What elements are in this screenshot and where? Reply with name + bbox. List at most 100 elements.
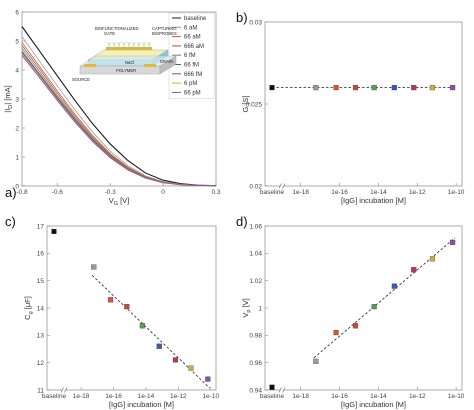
y-tick-label: 1.06 [249,223,262,230]
inset-bioprobe [137,42,141,47]
data-point-666-am [352,323,359,329]
y-tick-label: 0.94 [249,387,262,394]
y-tick-label: 2 [15,125,19,132]
y-tick-label: 0.02 [249,183,262,190]
y-tick-label: 16 [37,251,45,258]
baseline-tick-label: baseline [260,189,285,196]
inset-label-polymer: POLYMER [116,68,136,73]
x-tick-label: 1e-18 [292,393,309,400]
legend-entry: 66 aM [184,35,201,41]
panel-label-b: b) [236,10,248,25]
x-tick-label: 0 [161,189,165,196]
y-axis-label: Vp [V] [241,298,252,317]
axis-break-gap [62,388,66,392]
inset-label-nacl: NaCl [125,60,134,65]
y-axis-label-main: |I [3,109,12,113]
legend-entry: 66 pM [184,90,201,96]
data-point-baseline [269,384,275,390]
inset-bioprobe [127,42,131,47]
x-tick-label: 1e-16 [105,393,122,400]
inset-gate [106,47,152,50]
inset-bioprobe [117,42,121,47]
data-point-66-pm [450,85,456,91]
y-tick-label: 15 [37,278,45,285]
inset-bioprobe [122,42,126,47]
x-axis-label: [IgG] incubation [M] [341,196,406,205]
data-point-66-fm [391,283,397,289]
y-tick-label: 17 [37,223,45,230]
axis-break-mark [64,387,68,393]
data-point-baseline [51,228,57,235]
y-axis-label-main: G [S] [241,95,250,112]
x-tick-label: 1e-14 [370,393,387,400]
y-tick-label: 3 [15,96,19,103]
y-tick-label: 14 [37,305,45,312]
x-tick-label: 1e-12 [170,393,187,400]
y-tick-label: 1.04 [249,251,262,258]
plot-frame [264,225,463,391]
inset-bioprobe [112,42,116,47]
x-axis-label: [IgG] incubation [M] [109,400,174,409]
data-point-6-am [313,358,319,364]
data-point-6-pm [188,365,194,371]
inset-label-capturing: CAPTURING [152,26,177,31]
fit-line [91,274,211,389]
axis-break-gap [280,184,284,188]
data-point-6-fm [139,323,145,329]
legend-entry: 666 aM [184,44,204,50]
y-tick-label: 1.02 [249,278,262,285]
legend-entry: 66 fM [184,63,199,69]
legend-entry: 6 pM [184,81,197,87]
panel-d: d) 0.94 0.96 0.98 1 1.02 1.04 1.06 1e-18 1e-16 1e-… [236,214,465,409]
inset-drain-electrode [144,64,156,67]
y-tick-label: 4 [15,67,19,74]
data-point-66-fm [391,85,397,91]
panel-label-d: d) [236,214,248,229]
axis-break-gap [280,388,284,392]
x-tick-label: 1e-14 [370,189,387,196]
legend-entry: baseline [184,16,207,22]
y-axis-label: |ID| [mA] [3,85,14,112]
panel-b: b) 0.02 0.025 0.03 1e-18 1e-16 1e-14 1e-12 1e-10… [236,10,465,205]
panel-c: c) 11 12 13 14 15 16 17 1e-18 1e-16 1e-14 1e-12 1e-1… [5,214,219,409]
x-tick-label: 1e-12 [409,393,426,400]
series-line-8 [21,55,217,187]
inset-bioprobe [107,42,111,47]
x-tick-label: 1e-18 [292,189,309,196]
axis-break-mark [278,183,282,189]
inset-label-source: SOURCE [72,77,90,82]
x-tick-label: 1e-18 [73,393,90,400]
axis-break-mark [282,183,286,189]
data-point-6-am [91,264,97,270]
x-tick-label: -0.8 [16,189,28,196]
inset-bioprobe [142,42,146,47]
y-axis-label-unit: [V] [241,298,250,309]
x-tick-label: 1e-14 [138,393,155,400]
panel-label-a: a) [5,185,17,200]
data-point-666-fm [411,267,417,273]
inset-label-bioprobes: BIOPROBES [152,31,177,36]
inset-bioprobe [132,42,136,47]
data-point-baseline [269,85,275,91]
data-point-666-fm [411,85,417,91]
y-axis-label-subscript: D [8,105,14,109]
series-line-0 [21,26,217,187]
x-tick-label: 1e-16 [331,189,348,196]
y-tick-label: 5 [15,38,19,45]
y-tick-label: 13 [37,333,45,340]
data-point-666-am [124,304,130,310]
data-point-66-pm [205,376,211,382]
axis-break-mark [278,387,282,393]
data-point-6-fm [371,85,377,91]
data-point-6-am [313,85,319,91]
x-axis-label: VG [V] [109,196,130,207]
baseline-tick-label: baseline [260,393,285,400]
data-point-666-am [352,85,359,91]
y-axis-label-unit: [μF] [23,296,32,311]
y-tick-label: 0.96 [249,360,262,367]
y-tick-label: 1 [258,305,262,312]
data-point-66-am [333,330,339,336]
data-point-66-fm [156,343,162,349]
y-tick-label: 12 [37,360,45,367]
y-axis-label-subscript: g [28,311,34,314]
